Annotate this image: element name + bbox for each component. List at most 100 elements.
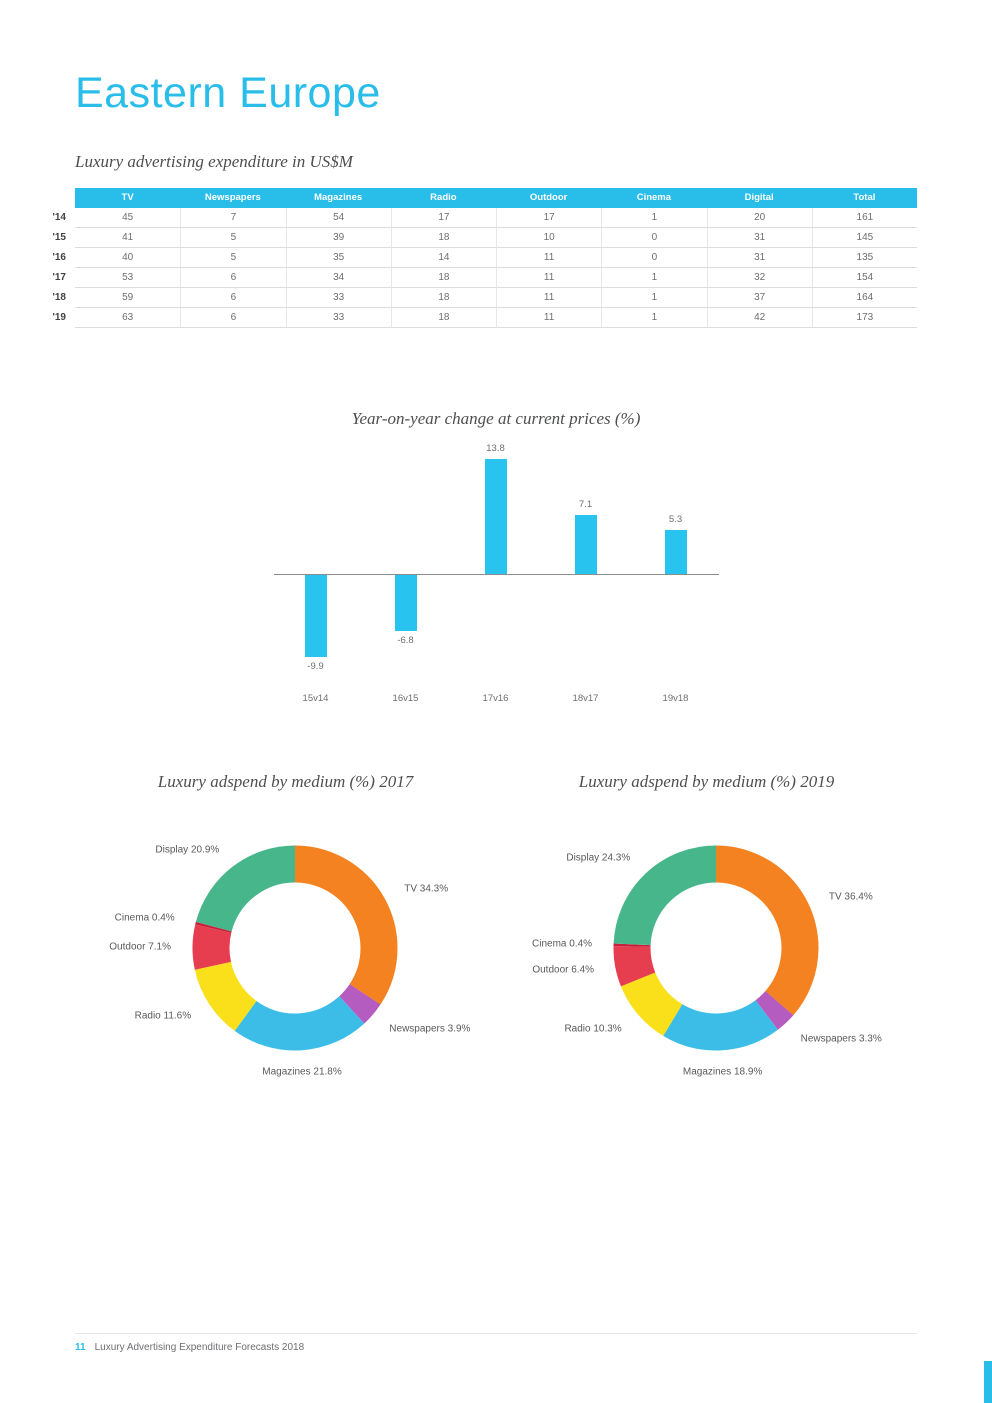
column-header-digital: Digital xyxy=(706,188,812,208)
column-header-newspapers: Newspapers xyxy=(180,188,286,208)
table-cell: 6 xyxy=(180,268,286,288)
table-cell: 31 xyxy=(706,228,812,248)
table-heading: Luxury advertising expenditure in US$M xyxy=(75,152,353,171)
table-cell: 11 xyxy=(496,248,602,268)
table-cell: 39 xyxy=(285,228,391,248)
table-cell: 59 xyxy=(75,288,181,308)
table-cell: 45 xyxy=(75,208,181,228)
donut-label-cinema: Cinema 0.4% xyxy=(114,912,175,924)
donut-label-display: Display 24.3% xyxy=(566,852,631,864)
bar-category-label: 15v14 xyxy=(302,693,329,704)
table-cell: 6 xyxy=(180,308,286,328)
bar-value-label: 13.8 xyxy=(486,443,505,455)
table-cell: 35 xyxy=(285,248,391,268)
table-cell: 173 xyxy=(811,308,917,328)
footer-text: Luxury Advertising Expenditure Forecasts… xyxy=(94,1342,305,1353)
donut-column-2019: Luxury adspend by medium (%) 2019 TV 36.… xyxy=(496,753,917,1098)
row-label-16: '16 xyxy=(52,252,66,263)
expenditure-table: TV Newspapers Magazines Radio Outdoor Cinema D… xyxy=(49,188,917,328)
donut-label-radio: Radio 11.6% xyxy=(134,1010,192,1022)
table-cell: 33 xyxy=(285,288,391,308)
bar-value-label: -6.8 xyxy=(397,635,414,647)
table-cell: 11 xyxy=(496,288,602,308)
row-label-19: '19 xyxy=(52,312,66,323)
donut-label-display: Display 20.9% xyxy=(155,844,220,856)
donut-title-2019: Luxury adspend by medium (%) 2019 xyxy=(578,772,835,791)
bar-category-label: 17v16 xyxy=(482,693,509,704)
table-cell: 54 xyxy=(285,208,391,228)
table-cell: 17 xyxy=(390,208,496,228)
row-label-15: '15 xyxy=(52,232,66,243)
donut-chart-2017: TV 34.3% Newspapers 3.9% Magazines 21.8% Ra… xyxy=(75,796,515,1098)
bar-value-label: 5.3 xyxy=(668,514,683,525)
table-cell: 11 xyxy=(496,268,602,288)
bar-category-label: 19v18 xyxy=(662,693,689,704)
donut-label-newspapers: Newspapers 3.9% xyxy=(389,1023,471,1035)
page-footer: 11 Luxury Advertising Expenditure Foreca… xyxy=(75,1333,917,1353)
table-cell: 1 xyxy=(601,308,707,328)
table-cell: 63 xyxy=(75,308,181,328)
donut-label-radio: Radio 10.3% xyxy=(564,1023,622,1035)
table-cell: 11 xyxy=(496,308,602,328)
table-cell: 31 xyxy=(706,248,812,268)
table-cell: 34 xyxy=(285,268,391,288)
table-cell: 10 xyxy=(496,228,602,248)
bar-16v15 xyxy=(394,575,417,632)
bar-category-label: 18v17 xyxy=(572,693,599,704)
table-cell: 6 xyxy=(180,288,286,308)
donut-label-cinema: Cinema 0.4% xyxy=(532,938,593,950)
donut-segment-newspapers xyxy=(192,845,398,1051)
donut-label-newspapers: Newspapers 3.3% xyxy=(800,1033,882,1045)
bar-value-label: 7.1 xyxy=(578,499,593,511)
donut-chart-2019: TV 36.4% Newspapers 3.3% Magazines 18.9% Ra… xyxy=(496,796,936,1098)
row-label-18: '18 xyxy=(52,292,66,303)
donut-segment-magazines xyxy=(613,845,819,1051)
donut-svg-2019 xyxy=(613,845,819,1051)
column-header-tv: TV xyxy=(75,188,181,208)
column-header-radio: Radio xyxy=(390,188,496,208)
table-cell: 14 xyxy=(390,248,496,268)
table-cell: 7 xyxy=(180,208,286,228)
table-cell: 18 xyxy=(390,288,496,308)
column-header-outdoor: Outdoor xyxy=(496,188,602,208)
table-cell: 5 xyxy=(180,248,286,268)
row-label-17: '17 xyxy=(52,272,66,283)
table-cell: 1 xyxy=(601,208,707,228)
table-cell: 18 xyxy=(390,268,496,288)
table-cell: 40 xyxy=(75,248,181,268)
table-cell: 164 xyxy=(811,288,917,308)
table-cell: 18 xyxy=(390,308,496,328)
donut-column-2017: Luxury adspend by medium (%) 2017 TV 34.… xyxy=(75,753,496,1098)
donut-segment-outdoor xyxy=(192,845,398,1051)
table-cell: 18 xyxy=(390,228,496,248)
donut-svg-2017 xyxy=(192,845,398,1051)
table-corner xyxy=(49,188,75,208)
bar-value-label: -9.9 xyxy=(307,661,324,673)
bar-chart-axis xyxy=(273,574,719,575)
donut-label-magazines: Magazines 21.8% xyxy=(262,1066,342,1078)
donut-label-tv: TV 36.4% xyxy=(828,891,873,903)
table-cell: 145 xyxy=(811,228,917,248)
table-cell: 1 xyxy=(601,288,707,308)
page-edge-tab xyxy=(984,1361,992,1403)
bar-17v16 xyxy=(484,459,507,574)
column-header-magazines: Magazines xyxy=(285,188,391,208)
donut-charts-row: Luxury adspend by medium (%) 2017 TV 34.… xyxy=(75,753,917,1098)
table-cell: 33 xyxy=(285,308,391,328)
bar-15v14 xyxy=(304,575,327,658)
column-header-cinema: Cinema xyxy=(601,188,707,208)
row-label-14: '14 xyxy=(52,212,66,223)
donut-title-2017: Luxury adspend by medium (%) 2017 xyxy=(157,772,414,791)
table-cell: 0 xyxy=(601,248,707,268)
donut-label-outdoor: Outdoor 7.1% xyxy=(109,941,171,953)
bar-category-label: 16v15 xyxy=(392,693,419,704)
donut-label-magazines: Magazines 18.9% xyxy=(682,1066,763,1078)
table-cell: 41 xyxy=(75,228,181,248)
bar-18v17 xyxy=(574,515,597,574)
column-header-total: Total xyxy=(811,188,917,208)
yoy-bar-chart: -9.9 15v14 -6.8 16v15 13.8 17v16 7.1 18v17 5.3 19… xyxy=(273,443,719,723)
page-title: Eastern Europe xyxy=(75,69,381,117)
bar-chart-title: Year-on-year change at current prices (%… xyxy=(351,409,641,428)
table-cell: 161 xyxy=(811,208,917,228)
